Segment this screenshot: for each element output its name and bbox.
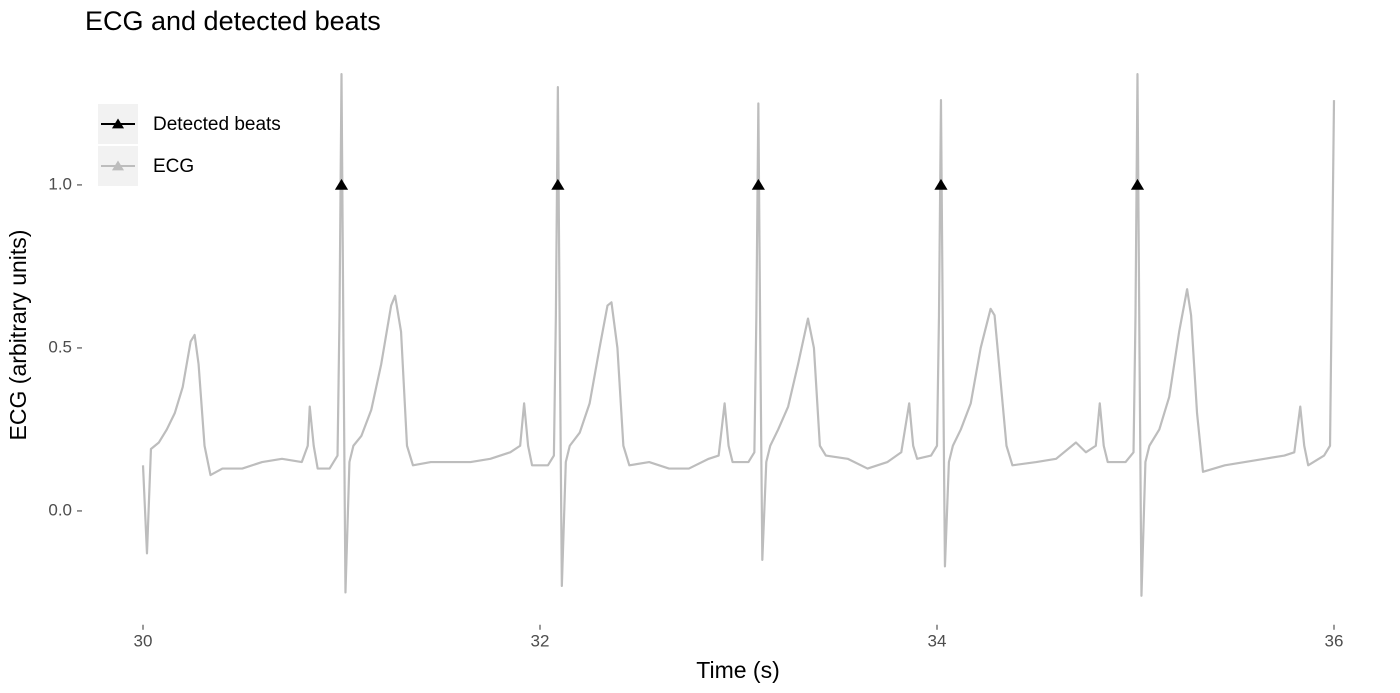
legend-key-marker bbox=[111, 118, 125, 129]
legend-label: ECG bbox=[153, 156, 194, 177]
beat-marker bbox=[551, 178, 565, 190]
beat-marker bbox=[934, 178, 948, 190]
ecg-line bbox=[141, 72, 1336, 597]
chart-title: ECG and detected beats bbox=[85, 6, 381, 36]
beat-marker bbox=[334, 178, 349, 190]
y-axis-title: ECG (arbitrary units) bbox=[5, 230, 31, 441]
beat-marker bbox=[751, 178, 765, 190]
legend-key-marker bbox=[111, 160, 125, 171]
x-tick-label: 34 bbox=[928, 631, 947, 650]
y-tick-label: 1.0 bbox=[48, 174, 72, 193]
legend-label: Detected beats bbox=[153, 114, 281, 135]
x-tick-label: 30 bbox=[134, 631, 153, 650]
x-tick-label: 32 bbox=[531, 631, 550, 650]
x-axis-title: Time (s) bbox=[696, 657, 779, 683]
x-tick-label: 36 bbox=[1325, 631, 1344, 650]
y-tick-label: 0.5 bbox=[48, 337, 72, 356]
y-tick-label: 0.0 bbox=[48, 500, 72, 519]
beat-marker bbox=[1130, 178, 1145, 190]
